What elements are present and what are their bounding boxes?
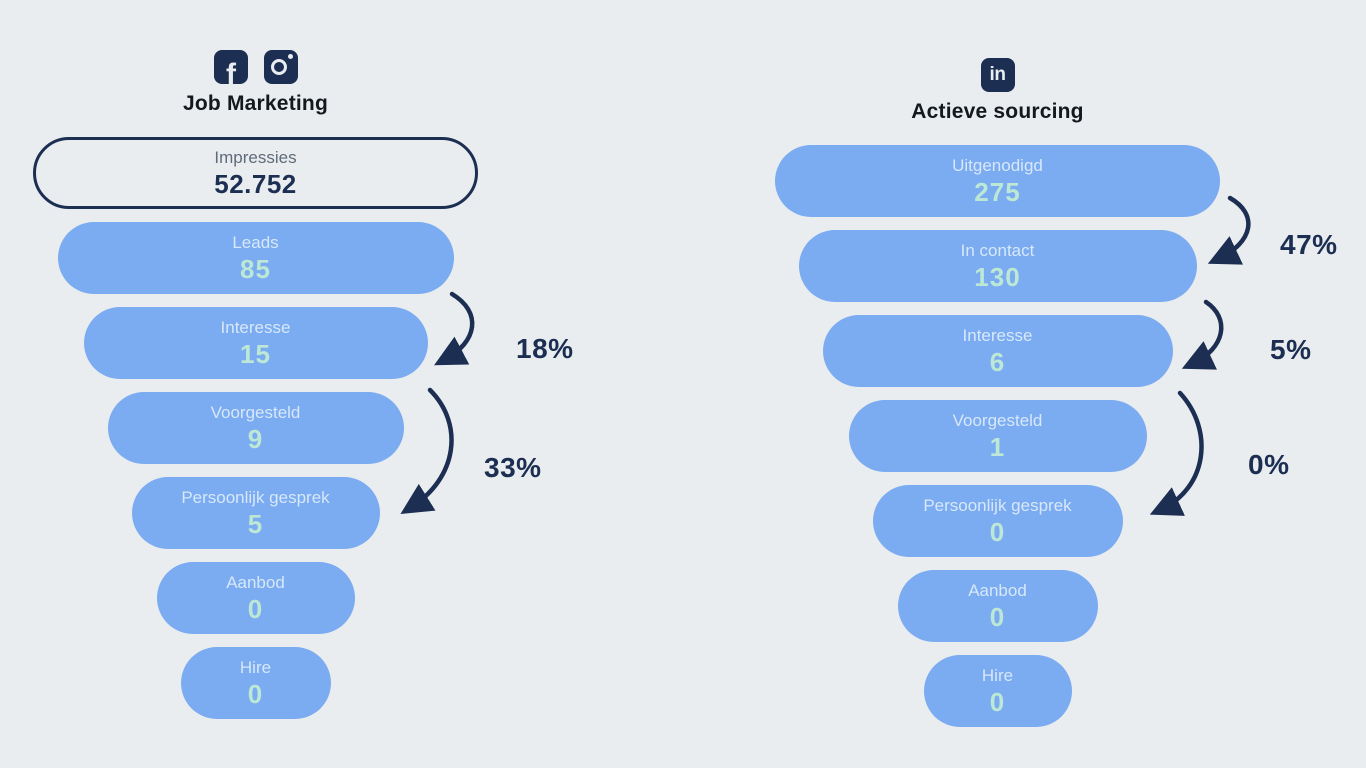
funnel-actieve-sourcing: in Actieve sourcing Uitgenodigd 275 In c… [775,58,1220,727]
funnel-stages: Impressies 52.752 Leads 85 Interesse 15 … [33,137,478,719]
stage-label: Aanbod [226,573,285,592]
stage-label: Interesse [220,318,291,337]
stage-value: 275 [974,177,1021,207]
conversion-rate-label: 5% [1270,334,1312,365]
stage-in-contact: In contact 130 [798,230,1197,302]
stage-hire: Hire 0 [923,655,1072,727]
stage-uitgenodigd: Uitgenodigd 275 [775,145,1220,217]
stage-value: 0 [247,679,264,709]
funnel-title: Job Marketing [183,92,328,115]
stage-value: 0 [247,594,264,624]
stage-interesse: Interesse 15 [83,307,428,379]
stage-impressies: Impressies 52.752 [33,137,478,209]
stage-value: 6 [989,347,1006,377]
instagram-icon [263,50,298,84]
stage-value: 52.752 [214,169,297,199]
stage-label: Voorgesteld [952,411,1043,430]
conversion-rate-label: 18% [516,333,574,364]
stage-value: 85 [240,254,271,284]
stage-label: Persoonlijk gesprek [923,496,1072,515]
funnel-title: Actieve sourcing [911,100,1084,123]
stage-leads: Leads 85 [57,222,454,294]
stage-label: Aanbod [968,581,1027,600]
arrow-right-47 [1207,195,1251,265]
stage-value: 5 [247,509,264,539]
stage-aanbod: Aanbod 0 [897,570,1098,642]
stage-value: 0 [989,687,1006,717]
stage-label: Impressies [214,148,297,167]
stage-label: Interesse [962,326,1033,345]
stage-value: 0 [989,602,1006,632]
stage-persoonlijk-gesprek: Persoonlijk gesprek 0 [872,485,1123,557]
stage-persoonlijk-gesprek: Persoonlijk gesprek 5 [131,477,380,549]
stage-value: 0 [989,517,1006,547]
stage-hire: Hire 0 [180,647,331,719]
stage-interesse: Interesse 6 [822,315,1173,387]
funnel-stages: Uitgenodigd 275 In contact 130 Interesse… [775,145,1220,727]
facebook-icon: f [213,50,248,84]
conversion-rate-label: 33% [484,452,542,483]
conversion-rate-label: 0% [1248,449,1290,480]
funnel-job-marketing: f Job Marketing Impressies 52.752 Leads … [33,50,478,719]
stage-label: In contact [960,241,1035,260]
stage-label: Leads [232,233,279,252]
stage-label: Hire [239,658,272,677]
stage-label: Hire [981,666,1014,685]
channel-icons: f [213,50,298,84]
stage-label: Persoonlijk gesprek [181,488,330,507]
stage-aanbod: Aanbod 0 [156,562,355,634]
stage-value: 1 [989,432,1006,462]
stage-value: 9 [247,424,264,454]
conversion-rate-label: 47% [1280,229,1338,260]
linkedin-icon: in [980,58,1015,92]
stage-label: Uitgenodigd [952,156,1043,175]
stage-voorgesteld: Voorgesteld 1 [848,400,1147,472]
stage-value: 130 [974,262,1021,292]
stage-value: 15 [240,339,271,369]
stage-voorgesteld: Voorgesteld 9 [107,392,404,464]
stage-label: Voorgesteld [210,403,301,422]
channel-icons: in [980,58,1015,92]
